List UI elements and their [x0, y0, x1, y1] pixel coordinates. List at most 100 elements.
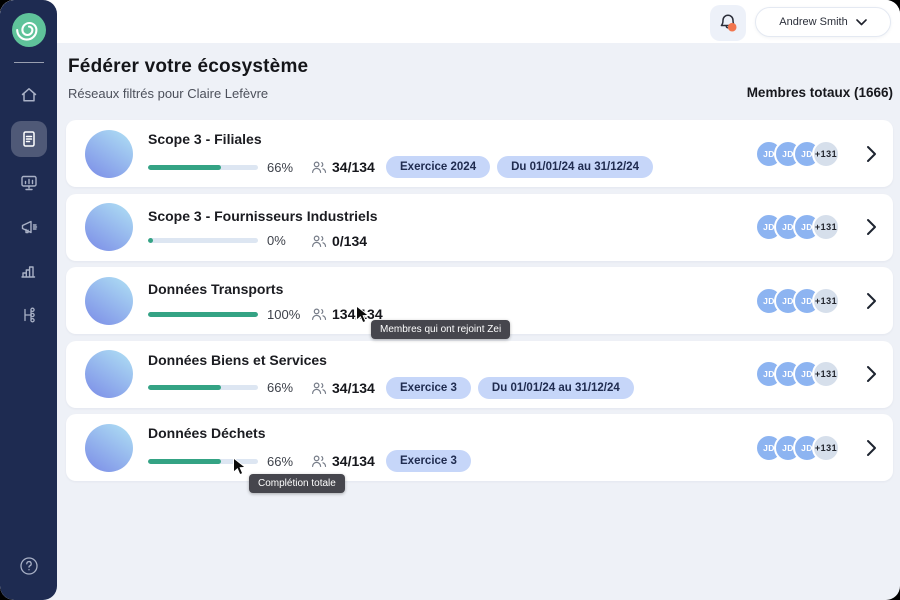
- network-avatar: [85, 129, 133, 178]
- card-row: 66% 34/134 Exercice 3 Du 01/01/24 au 31/1…: [148, 376, 755, 399]
- chevron-right-icon: [867, 439, 876, 456]
- chevron-right-icon: [867, 292, 876, 309]
- members-count: 34/134: [311, 159, 386, 175]
- card-body: Données Biens et Services 66% 34/134 Exe…: [148, 350, 755, 399]
- network-avatar: [85, 203, 133, 251]
- network-card[interactable]: Données Biens et Services 66% 34/134 Exe…: [66, 340, 893, 408]
- sidebar-divider: [13, 62, 44, 63]
- sidebar-item-statistics[interactable]: [11, 253, 47, 289]
- avatar-more-count: +131: [812, 139, 840, 168]
- badge-list: Exercice 3: [386, 450, 471, 472]
- members-value: 34/134: [332, 159, 375, 175]
- badge: Du 01/01/24 au 31/12/24: [477, 376, 634, 399]
- tooltip-completion: Complétion totale: [249, 474, 345, 493]
- home-icon: [21, 88, 36, 102]
- bar-chart-icon: [20, 266, 35, 278]
- members-value: 0/134: [332, 232, 368, 249]
- network-avatar: [85, 276, 133, 325]
- chevron-down-icon: [855, 18, 867, 25]
- user-menu[interactable]: Andrew Smith: [755, 7, 891, 37]
- open-network-button[interactable]: [866, 218, 877, 236]
- progress-percent: 66%: [267, 380, 294, 395]
- members-value: 34/134: [332, 379, 375, 396]
- badge-list: Exercice 3 Du 01/01/24 au 31/12/24: [386, 376, 634, 399]
- user-name: Andrew Smith: [779, 16, 848, 28]
- sidebar-item-home[interactable]: [11, 77, 47, 113]
- help-icon: [19, 557, 38, 575]
- people-icon: [312, 308, 327, 320]
- zei-logo[interactable]: [11, 12, 47, 48]
- progress-percent: 100%: [267, 306, 301, 322]
- progress-bar: [148, 458, 258, 464]
- card-row: 0% 0/134: [148, 233, 755, 249]
- card-row: 66% 34/134 Exercice 2024 Du 01/01/24 au 3…: [148, 156, 755, 178]
- network-card[interactable]: Données Déchets 66% 34/134 Exercice 3: [66, 414, 893, 481]
- page-subtitle: Réseaux filtrés pour Claire Lefèvre: [68, 86, 269, 101]
- card-body: Données Transports 100% 134/134: [148, 279, 755, 322]
- card-right-zone: JD JD JD +131: [755, 139, 877, 168]
- members-count: 34/134: [311, 380, 386, 396]
- people-icon: [312, 455, 327, 467]
- network-avatar: [85, 350, 133, 398]
- sidebar-item-network[interactable]: [11, 297, 47, 333]
- avatar-more-count: +131: [812, 433, 840, 462]
- badge-list: Exercice 2024 Du 01/01/24 au 31/12/24: [386, 156, 653, 178]
- sidebar-item-help[interactable]: [11, 548, 47, 584]
- badge: Exercice 2024: [386, 156, 491, 178]
- badge: Exercice 3: [386, 376, 471, 399]
- network-title: Scope 3 - Filiales: [148, 131, 262, 147]
- card-right-zone: JD JD JD +131: [755, 433, 877, 462]
- avatar-stack: JD JD JD +131: [755, 213, 840, 241]
- network-title: Données Biens et Services: [148, 351, 327, 368]
- card-right-zone: JD JD JD +131: [755, 286, 877, 315]
- notifications-button[interactable]: [710, 5, 746, 41]
- mouse-cursor: [233, 457, 247, 476]
- tooltip-members-joined: Membres qui ont rejoint Zei: [371, 320, 511, 339]
- share-nodes-icon: [23, 307, 35, 323]
- open-network-button[interactable]: [866, 439, 877, 457]
- chevron-right-icon: [867, 145, 876, 162]
- avatar-stack: JD JD JD +131: [755, 286, 840, 315]
- card-body: Données Déchets 66% 34/134 Exercice 3: [148, 423, 755, 472]
- members-value: 34/134: [332, 453, 375, 469]
- network-card[interactable]: Scope 3 - Fournisseurs Industriels 0% 0/…: [66, 193, 893, 261]
- top-header-bar: [0, 0, 900, 43]
- sidebar-item-documents[interactable]: [10, 121, 47, 157]
- mouse-cursor: [356, 305, 370, 324]
- network-title: Scope 3 - Fournisseurs Industriels: [148, 207, 378, 224]
- network-list: Scope 3 - Filiales 66% 34/134 Exercice 2…: [66, 120, 893, 488]
- progress-percent: 66%: [267, 159, 294, 175]
- chevron-right-icon: [867, 366, 876, 382]
- network-title: Données Transports: [148, 281, 284, 297]
- card-body: Scope 3 - Filiales 66% 34/134 Exercice 2…: [148, 129, 755, 178]
- sidebar-item-announcements[interactable]: [11, 209, 47, 245]
- progress-percent: 66%: [267, 453, 294, 469]
- avatar-more-count: +131: [812, 360, 840, 388]
- card-right-zone: JD JD JD +131: [755, 213, 877, 241]
- open-network-button[interactable]: [866, 365, 877, 383]
- card-row: 66% 34/134 Exercice 3: [148, 450, 755, 472]
- megaphone-icon: [21, 220, 37, 234]
- avatar-stack: JD JD JD +131: [755, 433, 840, 462]
- sidebar: [0, 0, 57, 600]
- progress-bar: [148, 385, 258, 390]
- open-network-button[interactable]: [866, 292, 877, 310]
- sidebar-item-dashboard[interactable]: [11, 165, 47, 201]
- card-body: Scope 3 - Fournisseurs Industriels 0% 0/…: [148, 206, 755, 249]
- progress-bar: [148, 311, 258, 317]
- progress-percent: 0%: [267, 233, 286, 248]
- people-icon: [312, 382, 327, 394]
- progress-bar: [148, 164, 258, 170]
- avatar-stack: JD JD JD +131: [755, 139, 840, 168]
- screen-chart-icon: [20, 175, 37, 191]
- network-card[interactable]: Scope 3 - Filiales 66% 34/134 Exercice 2…: [66, 120, 893, 187]
- progress-bar: [148, 238, 258, 243]
- members-count: 34/134: [311, 453, 386, 469]
- network-title: Données Déchets: [148, 425, 266, 441]
- network-card[interactable]: Données Transports 100% 134/134: [66, 267, 893, 334]
- members-total: Membres totaux (1666): [746, 85, 893, 100]
- open-network-button[interactable]: [866, 145, 877, 163]
- badge: Exercice 3: [386, 450, 471, 472]
- people-icon: [312, 235, 327, 247]
